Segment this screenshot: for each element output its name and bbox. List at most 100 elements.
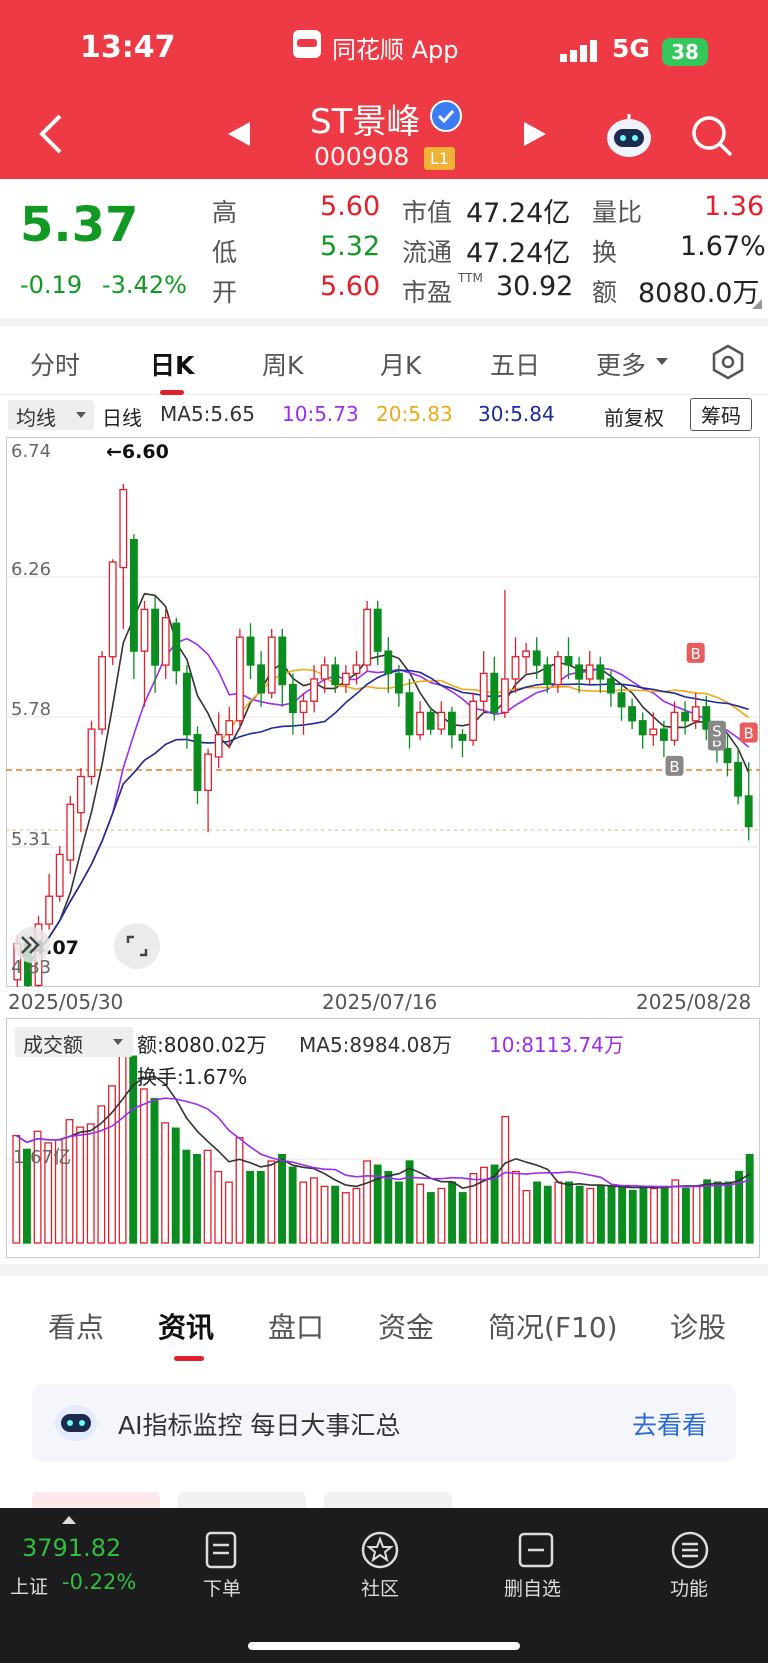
prev-stock-icon[interactable]	[226, 120, 252, 148]
nav-remove-watchlist-label[interactable]: 删自选	[504, 1578, 562, 1600]
more-caret-icon	[656, 358, 668, 365]
index-change: -0.22%	[62, 1570, 137, 1594]
volume-bar	[193, 1153, 201, 1244]
section-divider	[0, 318, 768, 326]
tab-orderbook[interactable]: 盘口	[268, 1311, 325, 1344]
fullscreen-icon[interactable]	[114, 923, 160, 969]
quote-panel: 5.37 -0.19 -3.42% 高 5.60 低 5.32 开 5.60 市…	[0, 179, 768, 319]
community-icon[interactable]	[360, 1530, 400, 1570]
candle-body	[288, 683, 297, 714]
tab-intraday[interactable]: 分时	[30, 351, 81, 380]
volume-bar	[320, 1185, 329, 1244]
signal-label: S	[712, 723, 722, 741]
tab-capital[interactable]: 资金	[378, 1311, 435, 1344]
functions-icon[interactable]	[670, 1530, 710, 1570]
signal-label: B	[744, 725, 754, 743]
signal-label: B	[691, 645, 701, 663]
volume-bar	[416, 1183, 425, 1244]
ai-banner[interactable]: AI指标监控 每日大事汇总 去看看	[32, 1384, 736, 1462]
tab-news[interactable]: 资讯	[158, 1311, 215, 1344]
signal-label: B	[712, 733, 722, 751]
date-axis-label: 2025/05/30	[8, 990, 124, 1014]
settings-hex-icon[interactable]	[710, 344, 746, 380]
volume-bar	[607, 1185, 616, 1244]
news-chip[interactable]	[178, 1492, 306, 1508]
pe-ttm-sup: TTM	[458, 271, 483, 285]
app-label: 同花顺 App	[332, 36, 459, 64]
ma10-line	[16, 637, 750, 966]
index-up-caret-icon	[62, 1516, 76, 1524]
tab-profile[interactable]: 简况(F10)	[488, 1311, 618, 1344]
expand-corner-icon[interactable]	[752, 299, 762, 309]
candle-body	[437, 711, 446, 730]
tab-five-day[interactable]: 五日	[490, 351, 541, 380]
volume-bar	[405, 1160, 414, 1244]
date-axis-label: 2025/08/28	[636, 990, 752, 1014]
price-axis-label: 5.31	[11, 829, 52, 850]
candle-body	[278, 636, 287, 686]
candle-body	[384, 650, 393, 675]
back-icon[interactable]	[34, 112, 70, 156]
tab-more[interactable]: 更多	[596, 351, 647, 380]
candle-body	[193, 734, 202, 792]
volume-bar	[490, 1164, 499, 1244]
nav-order-label[interactable]: 下单	[203, 1578, 242, 1600]
news-chip[interactable]	[324, 1492, 452, 1508]
tab-highlights[interactable]: 看点	[48, 1311, 105, 1344]
signal-badge	[739, 722, 758, 743]
tab-diagnosis[interactable]: 诊股	[670, 1311, 727, 1344]
index-value[interactable]: 3791.82	[22, 1534, 122, 1562]
app-logo-icon	[293, 30, 321, 58]
volratio-value: 1.36	[704, 191, 765, 222]
tab-daily-k[interactable]: 日K	[150, 351, 195, 380]
volume-bar	[650, 1187, 658, 1244]
news-chip[interactable]	[32, 1492, 160, 1508]
candle-body	[204, 753, 213, 792]
mktcap-label: 市值	[402, 198, 453, 227]
candle-body	[225, 720, 234, 736]
volume-bar	[511, 1170, 520, 1244]
candle-body	[490, 672, 499, 714]
volume-chart[interactable]: 成交额 额:8080.02万 MA5:8984.08万 10:8113.74万 …	[6, 1018, 760, 1258]
tab-weekly-k[interactable]: 周K	[262, 351, 304, 380]
next-stock-icon[interactable]	[522, 120, 548, 148]
signal-icon	[560, 38, 602, 64]
candle-body	[129, 539, 138, 652]
stock-name: ST景峰	[310, 102, 421, 142]
tab-monthly-k[interactable]: 月K	[380, 351, 422, 380]
candle-body	[373, 608, 382, 652]
candle-body	[702, 706, 711, 730]
nav-functions-label[interactable]: 功能	[670, 1578, 709, 1600]
candle-body	[691, 706, 700, 722]
volume-bar	[575, 1185, 584, 1244]
signal-badge	[665, 755, 684, 776]
search-icon[interactable]	[690, 114, 734, 158]
remove-watchlist-icon[interactable]	[516, 1530, 556, 1570]
signal-badge	[686, 642, 705, 663]
bottom-navbar: 3791.82 上证 -0.22% 下单 社区 删自选 功能	[0, 1508, 768, 1663]
volume-bar	[309, 1177, 318, 1244]
order-icon[interactable]	[202, 1530, 242, 1570]
candle-body	[681, 711, 690, 722]
ma30-value: 30:5.84	[478, 402, 555, 426]
candle-body	[447, 711, 456, 736]
volume-bar	[235, 1137, 244, 1244]
open-value: 5.60	[320, 271, 381, 302]
ai-banner-link[interactable]: 去看看	[632, 1411, 708, 1440]
robot-icon[interactable]	[604, 112, 654, 160]
chips-button[interactable]: 筹码	[690, 398, 752, 431]
candle-body	[532, 650, 541, 666]
nav-community-label[interactable]: 社区	[361, 1578, 400, 1600]
volume-bar	[341, 1192, 350, 1244]
candle-body	[363, 608, 372, 666]
ma-selector[interactable]: 均线	[8, 400, 94, 430]
candle-body	[66, 803, 75, 861]
volume-bar	[278, 1153, 286, 1244]
volume-selector[interactable]: 成交额	[15, 1027, 133, 1057]
candle-body	[617, 692, 626, 708]
adjust-mode[interactable]: 前复权	[604, 406, 664, 430]
collapse-left-icon[interactable]	[14, 927, 50, 963]
volume-amount: 额:8080.02万	[137, 1033, 267, 1057]
candle-body	[235, 636, 244, 722]
